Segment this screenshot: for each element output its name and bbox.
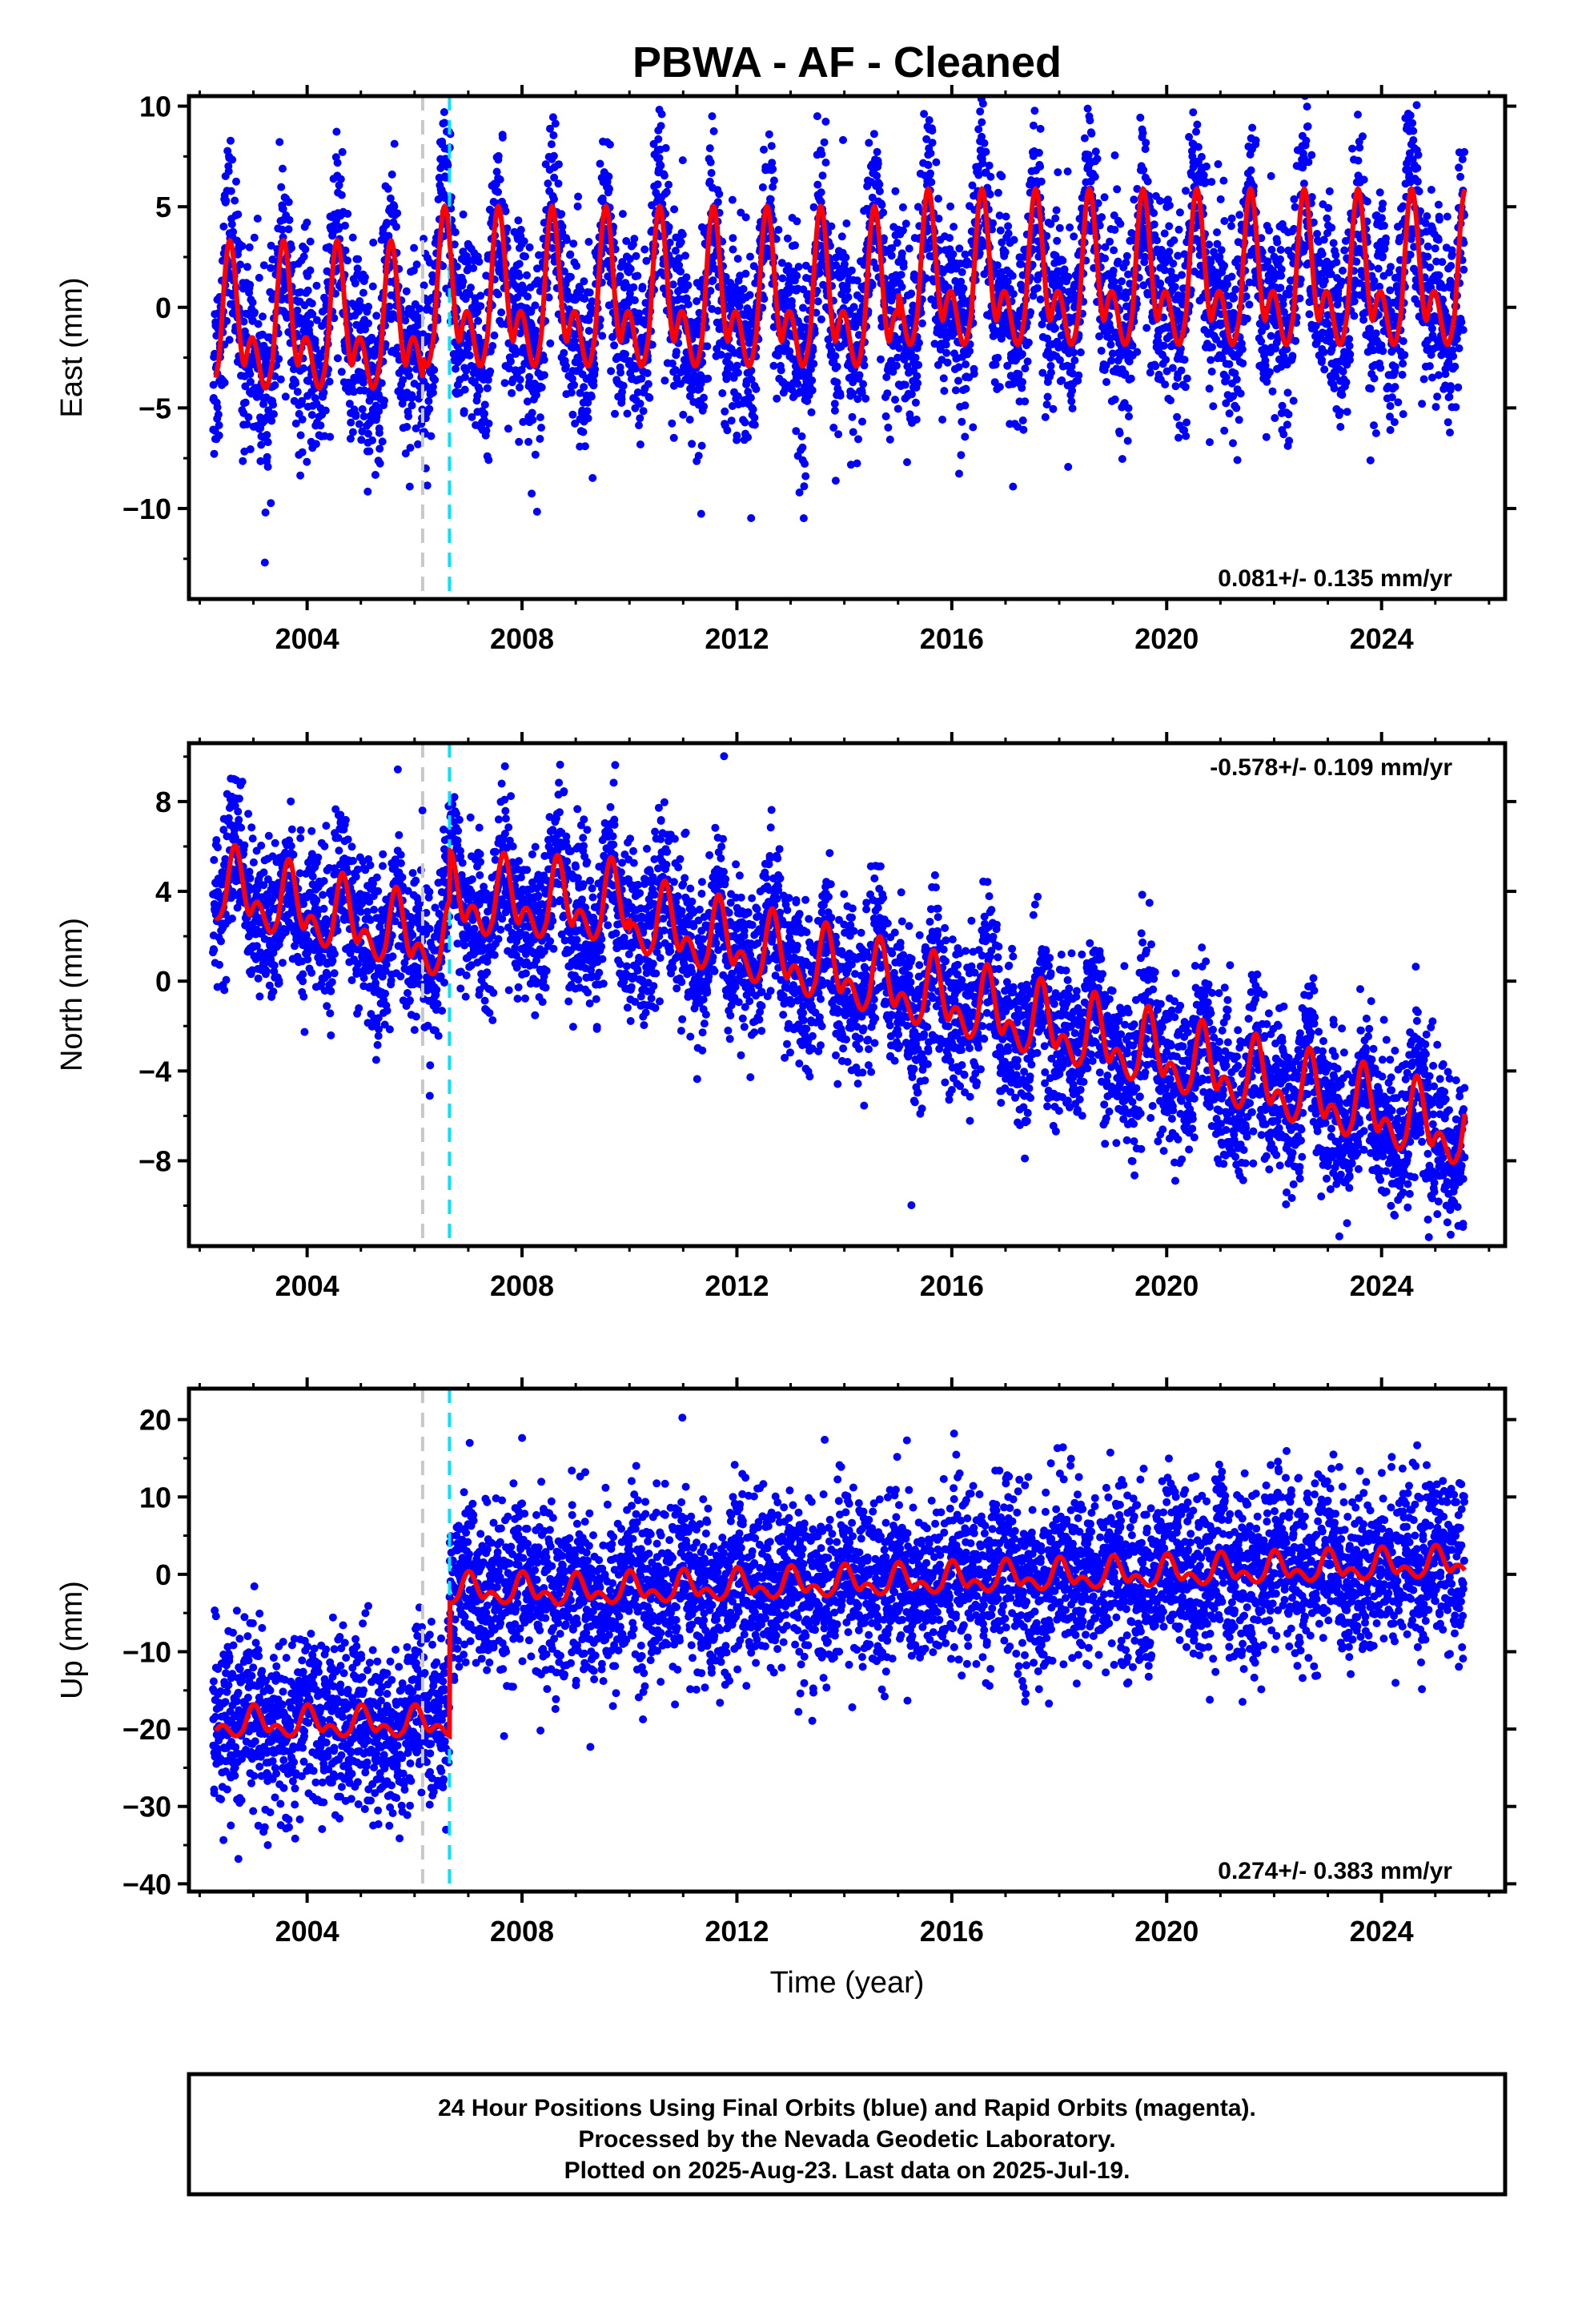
- up-rate-label: 0.274+/- 0.383 mm/yr: [1218, 1858, 1452, 1884]
- footer-line-1: 24 Hour Positions Using Final Orbits (bl…: [438, 2095, 1256, 2121]
- panel-east: 10 5 0 −5 −10 2004 2008 2012 2016 2020 2024 East (m…: [55, 10, 1516, 656]
- north-scatter: [209, 734, 1468, 1258]
- north-xtick-label: 2024: [1350, 1269, 1414, 1302]
- east-xtick-label: 2004: [275, 622, 339, 655]
- up-ytick-label: 20: [139, 1404, 171, 1437]
- up-scatter: [209, 1413, 1468, 1863]
- east-ytick-label: 10: [139, 90, 171, 123]
- east-ytick-label: −10: [122, 493, 171, 525]
- north-xtick-label: 2008: [490, 1269, 554, 1302]
- north-xtick-label: 2020: [1134, 1269, 1199, 1302]
- east-xtick-label: 2008: [490, 622, 554, 655]
- up-ytick-label: −40: [122, 1868, 171, 1900]
- up-xtick-label: 2024: [1350, 1915, 1414, 1948]
- north-points: [209, 734, 1468, 1258]
- east-xtick-label: 2020: [1134, 622, 1199, 655]
- east-xtick-label: 2016: [920, 622, 984, 655]
- east-ylabel: East (mm): [55, 277, 89, 417]
- up-xtick-label: 2020: [1134, 1915, 1199, 1948]
- panel-up: 20 10 0 −10 −20 −30 −40 2004 2008 2012 2016 2020 202…: [55, 1377, 1516, 1948]
- north-xtick-label: 2012: [705, 1269, 769, 1302]
- north-ylabel: North (mm): [55, 918, 89, 1072]
- north-ytick-label: 4: [155, 875, 171, 908]
- north-ytick-label: 8: [155, 786, 171, 818]
- panel-north: 8 4 0 −4 −8 2004 2008 2012 2016 2020 2024 North (mm…: [55, 732, 1516, 1302]
- up-ytick-label: −20: [122, 1713, 171, 1746]
- north-xtick-label: 2016: [920, 1269, 984, 1302]
- up-ytick-label: 0: [155, 1558, 171, 1591]
- east-xtick-label: 2012: [705, 622, 769, 655]
- east-ytick-label: −5: [139, 392, 171, 424]
- north-ytick-label: −8: [139, 1144, 171, 1177]
- up-xtick-label: 2012: [705, 1915, 769, 1948]
- east-xtick-label: 2024: [1350, 622, 1414, 655]
- north-ytick-label: 0: [155, 965, 171, 998]
- footer-line-2: Processed by the Nevada Geodetic Laborat…: [578, 2126, 1115, 2153]
- north-ytick-label: −4: [139, 1055, 171, 1088]
- east-ytick-label: 0: [155, 292, 171, 324]
- east-ytick-label: 5: [155, 191, 171, 223]
- up-ytick-label: −30: [122, 1791, 171, 1823]
- up-xtick-label: 2008: [490, 1915, 554, 1948]
- chart-title: PBWA - AF - Cleaned: [632, 38, 1062, 86]
- north-rate-label: -0.578+/- 0.109 mm/yr: [1210, 754, 1452, 781]
- north-xtick-label: 2004: [275, 1269, 339, 1302]
- footer-box: 24 Hour Positions Using Final Orbits (bl…: [189, 2074, 1505, 2194]
- east-rate-label: 0.081+/- 0.135 mm/yr: [1218, 565, 1452, 592]
- up-ylabel: Up (mm): [55, 1581, 89, 1699]
- up-xtick-label: 2004: [275, 1915, 339, 1948]
- up-xtick-label: 2016: [920, 1915, 984, 1948]
- up-ytick-label: −10: [122, 1635, 171, 1668]
- up-ytick-label: 10: [139, 1481, 171, 1514]
- x-axis-title: Time (year): [770, 1966, 925, 2000]
- footer-line-3: Plotted on 2025-Aug-23. Last data on 202…: [564, 2157, 1130, 2184]
- up-points: [209, 1413, 1468, 1863]
- up-frame: [189, 1389, 1505, 1892]
